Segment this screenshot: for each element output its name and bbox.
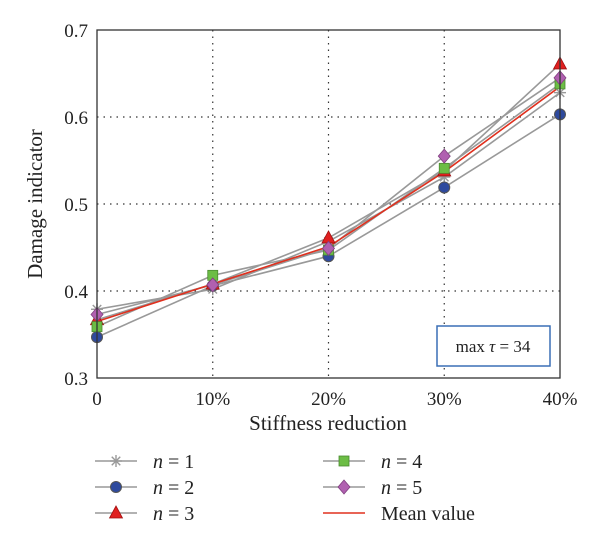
y-tick-label: 0.7 [64, 21, 88, 42]
series-5-point [437, 148, 451, 164]
y-tick-label: 0.4 [64, 282, 88, 303]
legend-item: n = 3 [95, 503, 194, 525]
series-4-point [438, 162, 450, 174]
legend-label: n = 5 [381, 477, 422, 499]
legend-marker [108, 505, 124, 519]
annotation-text: max τ = 34 [456, 337, 531, 356]
y-tick-label: 0.6 [64, 108, 88, 129]
y-tick-label: 0.3 [64, 369, 88, 390]
legend-marker [338, 455, 350, 467]
legend-label: n = 2 [153, 477, 194, 499]
x-axis-label: Stiffness reduction [249, 411, 407, 435]
legend-item: n = 2 [95, 477, 194, 499]
y-tick-label: 0.5 [64, 195, 88, 216]
legend-label: n = 4 [381, 451, 422, 473]
legend-item: n = 1 [95, 451, 194, 473]
legend-label: n = 1 [153, 451, 194, 473]
series-2-point [438, 181, 451, 194]
legend: n = 1 n = 2 n = 3 n = 4 n = 5 Mean value [95, 451, 475, 525]
legend-marker [110, 455, 122, 467]
series-5-point [206, 277, 220, 293]
plot-frame [96, 29, 561, 379]
legend-label: Mean value [381, 503, 475, 525]
tick-labels: 0 10% 20% 30% 40% 0.3 0.4 0.5 0.6 0.7 [64, 21, 577, 410]
legend-marker [110, 481, 122, 493]
x-tick-label: 40% [543, 389, 578, 410]
x-tick-label: 0 [92, 389, 102, 410]
legend-item: n = 4 [323, 451, 422, 473]
x-tick-label: 30% [427, 389, 462, 410]
annotation-box: max τ = 34 [436, 325, 551, 367]
series-markers [89, 56, 568, 344]
y-axis-label: Damage indicator [23, 129, 47, 279]
legend-item: n = 5 [323, 477, 422, 499]
series-line-5 [96, 77, 561, 316]
legend-marker [337, 479, 351, 495]
legend-label: n = 3 [153, 503, 194, 525]
x-tick-label: 10% [195, 389, 230, 410]
series-lines [96, 63, 561, 338]
legend-item: Mean value [323, 503, 475, 525]
x-tick-label: 20% [311, 389, 346, 410]
series-5-point [321, 240, 336, 256]
